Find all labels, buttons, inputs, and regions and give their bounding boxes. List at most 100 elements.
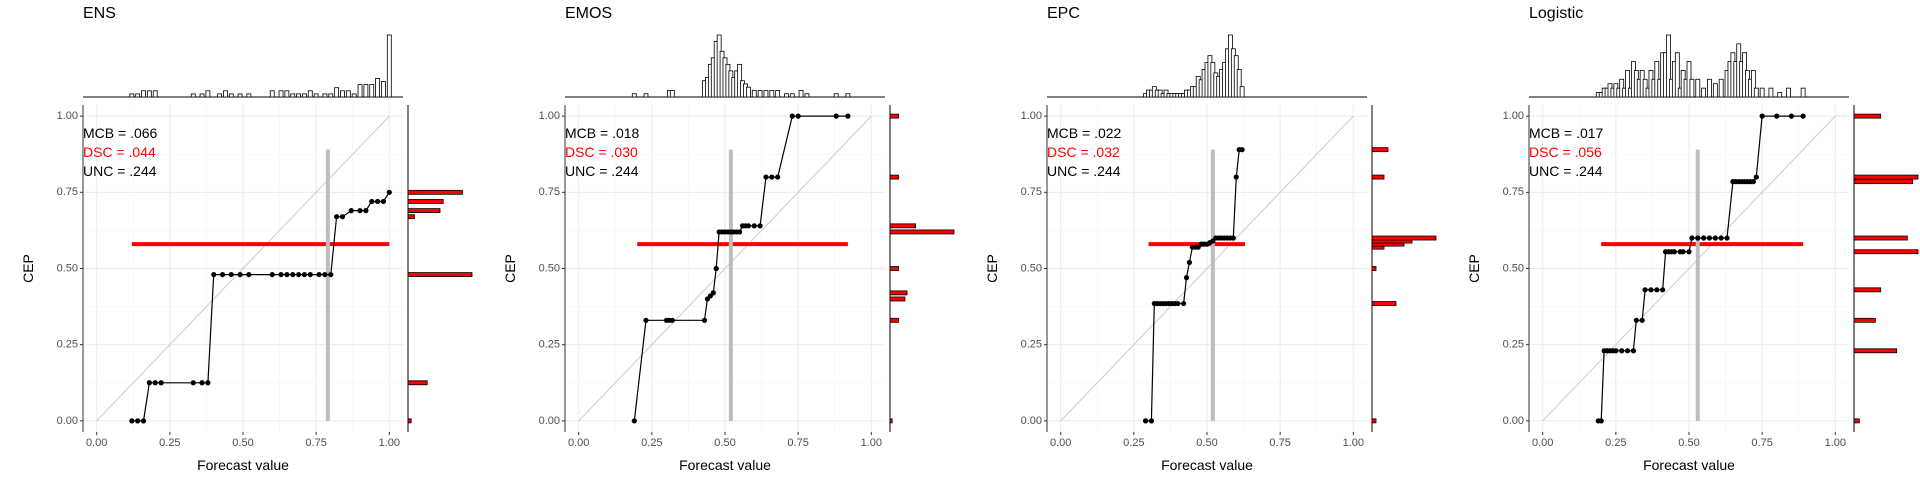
side-histogram-bar [889,113,899,119]
x-tick-label: 0.00 [568,437,589,449]
top-histogram-bar [141,90,146,98]
cep-point [135,418,141,424]
y-tick-label: 1.00 [539,110,560,122]
y-ticks: 0.00 0.25 0.50 0.75 1.00 [1503,110,1529,427]
top-histogram-bar [269,90,275,98]
cep-point [211,271,217,278]
cep-point [380,198,387,205]
cep-point [246,271,252,278]
top-histogram-bar [1695,78,1701,98]
y-ticks: 0.00 0.25 0.50 0.75 1.00 [1021,110,1047,427]
top-histogram-bar [746,86,751,98]
y-tick-label: 1.00 [1021,110,1042,122]
top-histogram-bar [1759,87,1765,98]
side-histogram-bar [407,418,412,424]
cep-point [1233,174,1239,180]
x-tick-label: 0.00 [86,437,107,449]
top-histogram-bar [1750,70,1756,98]
cep-points [631,113,851,424]
cep-point [643,317,649,323]
side-histogram-bar [1371,147,1389,153]
diagonal-reference-line [578,115,872,422]
top-histogram-bar [1712,83,1718,98]
y-tick-label: 0.25 [1021,339,1042,351]
side-histogram-bar [1853,348,1898,354]
cep-point [833,113,839,119]
cep-point [129,418,135,424]
y-axis-label: CEP [984,254,1000,283]
side-histogram-bar [889,266,899,271]
cep-point [701,317,708,323]
x-tick-label: 1.00 [379,437,400,449]
cep-point [1230,235,1236,241]
cep-point [295,271,302,278]
cep-point [669,317,675,323]
cep-point [1654,287,1660,293]
top-histogram-bar [129,93,135,98]
cep-point [1695,235,1701,241]
side-histogram-bar [889,290,908,296]
cep-point [1648,287,1654,293]
cep-point [1613,348,1619,354]
y-tick-label: 0.00 [539,415,560,427]
cep-point [1686,249,1692,255]
cep-point [369,198,375,205]
cep-point [710,290,716,296]
mcb-stat: MCB = .022 [1047,125,1122,141]
cep-point [322,271,328,278]
cep-point [334,214,340,220]
x-tick-label: 0.25 [1605,437,1626,449]
mcb-stat: MCB = .017 [1529,125,1604,141]
top-histogram-bar [763,90,769,98]
top-histogram-bar [845,93,851,98]
unc-stat: UNC = .244 [565,163,639,179]
cep-point [316,271,322,278]
cep-point [328,271,334,278]
cep-point [757,223,763,229]
cep-point [278,271,284,278]
cep-point [1148,418,1155,424]
panel-title: Logistic [1529,5,1583,22]
side-histogram-bar [1853,113,1882,119]
side-histogram-bar [407,214,415,220]
top-histogram [565,34,885,98]
cep-point [1689,235,1695,241]
dsc-stat: DSC = .032 [1047,144,1120,160]
top-histogram-bar [296,93,301,98]
mcb-stat: MCB = .018 [565,125,640,141]
top-histogram-bar [804,93,810,98]
diagonal-reference-line [96,115,390,422]
top-histogram-bar [334,87,340,98]
top-histogram-bar [340,90,345,98]
cep-point [140,418,147,424]
side-histogram-bar [407,199,444,204]
cep-point [1598,418,1604,424]
x-axis-label: Forecast value [1161,457,1253,473]
cep-points [129,189,392,424]
side-histogram [1371,105,1437,432]
x-tick-label: 0.75 [787,437,808,449]
x-tick-label: 0.25 [159,437,180,449]
top-histogram-bar [345,90,351,98]
x-ticks: 0.00 0.25 0.50 0.75 1.00 [1532,432,1846,449]
cep-point [713,265,719,272]
top-histogram [1529,34,1849,98]
cep-point [269,271,275,278]
top-histogram-bar [1674,52,1680,98]
top-histogram [83,34,403,98]
cep-point [205,380,211,386]
cep-point [631,418,637,424]
top-histogram-bar [784,93,789,98]
side-histogram-bar [1853,418,1860,424]
side-histogram-bar [1853,287,1882,293]
x-axis-label: Forecast value [679,457,771,473]
x-tick-label: 1.00 [1825,437,1846,449]
cep-point [769,174,775,180]
x-ticks: 0.00 0.25 0.50 0.75 1.00 [1050,432,1364,449]
cep-point [1680,249,1686,255]
side-histogram-bar [407,208,441,214]
side-histogram-bar [1371,301,1397,306]
panel-ens: ENS MCB = .066 DSC = .044 UNC = .244 0.00 0.2… [20,5,473,473]
dsc-stat: DSC = .044 [83,144,156,160]
unc-stat: UNC = .244 [83,163,157,179]
